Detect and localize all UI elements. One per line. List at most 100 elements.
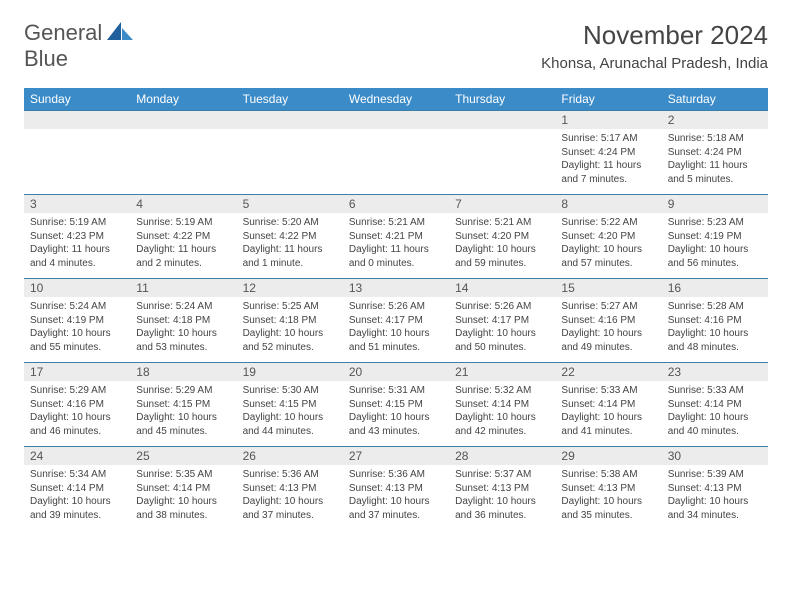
calendar-cell: 10Sunrise: 5:24 AMSunset: 4:19 PMDayligh… bbox=[24, 279, 130, 363]
day-header: Tuesday bbox=[237, 88, 343, 111]
day-number: 19 bbox=[237, 363, 343, 381]
day-number: 15 bbox=[555, 279, 661, 297]
day-data: Sunrise: 5:21 AMSunset: 4:20 PMDaylight:… bbox=[449, 213, 555, 273]
calendar-cell: 13Sunrise: 5:26 AMSunset: 4:17 PMDayligh… bbox=[343, 279, 449, 363]
day-number: 10 bbox=[24, 279, 130, 297]
calendar-cell: 29Sunrise: 5:38 AMSunset: 4:13 PMDayligh… bbox=[555, 447, 661, 531]
day-number: 30 bbox=[662, 447, 768, 465]
day-header: Wednesday bbox=[343, 88, 449, 111]
calendar-row: 17Sunrise: 5:29 AMSunset: 4:16 PMDayligh… bbox=[24, 363, 768, 447]
day-header-row: SundayMondayTuesdayWednesdayThursdayFrid… bbox=[24, 88, 768, 111]
day-number: 6 bbox=[343, 195, 449, 213]
calendar-cell: 12Sunrise: 5:25 AMSunset: 4:18 PMDayligh… bbox=[237, 279, 343, 363]
day-data: Sunrise: 5:36 AMSunset: 4:13 PMDaylight:… bbox=[237, 465, 343, 525]
day-number bbox=[343, 111, 449, 129]
day-number: 8 bbox=[555, 195, 661, 213]
calendar-cell: 25Sunrise: 5:35 AMSunset: 4:14 PMDayligh… bbox=[130, 447, 236, 531]
day-number: 22 bbox=[555, 363, 661, 381]
day-data: Sunrise: 5:25 AMSunset: 4:18 PMDaylight:… bbox=[237, 297, 343, 357]
day-number: 4 bbox=[130, 195, 236, 213]
day-header: Monday bbox=[130, 88, 236, 111]
calendar-cell: 16Sunrise: 5:28 AMSunset: 4:16 PMDayligh… bbox=[662, 279, 768, 363]
day-data: Sunrise: 5:27 AMSunset: 4:16 PMDaylight:… bbox=[555, 297, 661, 357]
calendar-cell: 1Sunrise: 5:17 AMSunset: 4:24 PMDaylight… bbox=[555, 111, 661, 195]
day-number bbox=[130, 111, 236, 129]
day-data: Sunrise: 5:17 AMSunset: 4:24 PMDaylight:… bbox=[555, 129, 661, 189]
day-number: 3 bbox=[24, 195, 130, 213]
calendar-cell: 6Sunrise: 5:21 AMSunset: 4:21 PMDaylight… bbox=[343, 195, 449, 279]
day-header: Saturday bbox=[662, 88, 768, 111]
day-number: 5 bbox=[237, 195, 343, 213]
calendar-cell: 26Sunrise: 5:36 AMSunset: 4:13 PMDayligh… bbox=[237, 447, 343, 531]
day-data: Sunrise: 5:32 AMSunset: 4:14 PMDaylight:… bbox=[449, 381, 555, 441]
day-data: Sunrise: 5:33 AMSunset: 4:14 PMDaylight:… bbox=[662, 381, 768, 441]
day-number: 13 bbox=[343, 279, 449, 297]
location: Khonsa, Arunachal Pradesh, India bbox=[541, 55, 768, 72]
day-number: 26 bbox=[237, 447, 343, 465]
calendar-row: 1Sunrise: 5:17 AMSunset: 4:24 PMDaylight… bbox=[24, 111, 768, 195]
day-data: Sunrise: 5:28 AMSunset: 4:16 PMDaylight:… bbox=[662, 297, 768, 357]
brand-name-a: General bbox=[24, 20, 102, 45]
day-data: Sunrise: 5:22 AMSunset: 4:20 PMDaylight:… bbox=[555, 213, 661, 273]
calendar-row: 3Sunrise: 5:19 AMSunset: 4:23 PMDaylight… bbox=[24, 195, 768, 279]
day-data: Sunrise: 5:35 AMSunset: 4:14 PMDaylight:… bbox=[130, 465, 236, 525]
day-data: Sunrise: 5:26 AMSunset: 4:17 PMDaylight:… bbox=[449, 297, 555, 357]
day-data: Sunrise: 5:34 AMSunset: 4:14 PMDaylight:… bbox=[24, 465, 130, 525]
day-number: 17 bbox=[24, 363, 130, 381]
day-data: Sunrise: 5:36 AMSunset: 4:13 PMDaylight:… bbox=[343, 465, 449, 525]
day-data: Sunrise: 5:24 AMSunset: 4:19 PMDaylight:… bbox=[24, 297, 130, 357]
day-data: Sunrise: 5:33 AMSunset: 4:14 PMDaylight:… bbox=[555, 381, 661, 441]
day-header: Thursday bbox=[449, 88, 555, 111]
calendar-cell: 15Sunrise: 5:27 AMSunset: 4:16 PMDayligh… bbox=[555, 279, 661, 363]
calendar-cell: 4Sunrise: 5:19 AMSunset: 4:22 PMDaylight… bbox=[130, 195, 236, 279]
calendar-row: 24Sunrise: 5:34 AMSunset: 4:14 PMDayligh… bbox=[24, 447, 768, 531]
calendar-cell: 17Sunrise: 5:29 AMSunset: 4:16 PMDayligh… bbox=[24, 363, 130, 447]
calendar-cell: 30Sunrise: 5:39 AMSunset: 4:13 PMDayligh… bbox=[662, 447, 768, 531]
calendar-cell bbox=[130, 111, 236, 195]
day-number: 21 bbox=[449, 363, 555, 381]
brand-name-b: Blue bbox=[24, 46, 68, 71]
day-data: Sunrise: 5:29 AMSunset: 4:16 PMDaylight:… bbox=[24, 381, 130, 441]
day-number: 2 bbox=[662, 111, 768, 129]
day-data: Sunrise: 5:30 AMSunset: 4:15 PMDaylight:… bbox=[237, 381, 343, 441]
calendar-cell: 19Sunrise: 5:30 AMSunset: 4:15 PMDayligh… bbox=[237, 363, 343, 447]
calendar-cell bbox=[237, 111, 343, 195]
day-number: 23 bbox=[662, 363, 768, 381]
day-data: Sunrise: 5:38 AMSunset: 4:13 PMDaylight:… bbox=[555, 465, 661, 525]
day-number bbox=[449, 111, 555, 129]
calendar-cell bbox=[24, 111, 130, 195]
calendar-cell: 21Sunrise: 5:32 AMSunset: 4:14 PMDayligh… bbox=[449, 363, 555, 447]
calendar-cell: 22Sunrise: 5:33 AMSunset: 4:14 PMDayligh… bbox=[555, 363, 661, 447]
sail-icon bbox=[107, 22, 133, 40]
calendar-cell: 8Sunrise: 5:22 AMSunset: 4:20 PMDaylight… bbox=[555, 195, 661, 279]
day-number: 12 bbox=[237, 279, 343, 297]
calendar-cell: 2Sunrise: 5:18 AMSunset: 4:24 PMDaylight… bbox=[662, 111, 768, 195]
calendar-row: 10Sunrise: 5:24 AMSunset: 4:19 PMDayligh… bbox=[24, 279, 768, 363]
calendar-cell: 3Sunrise: 5:19 AMSunset: 4:23 PMDaylight… bbox=[24, 195, 130, 279]
day-number: 11 bbox=[130, 279, 236, 297]
day-header: Friday bbox=[555, 88, 661, 111]
calendar-cell bbox=[343, 111, 449, 195]
day-data: Sunrise: 5:26 AMSunset: 4:17 PMDaylight:… bbox=[343, 297, 449, 357]
calendar-cell: 14Sunrise: 5:26 AMSunset: 4:17 PMDayligh… bbox=[449, 279, 555, 363]
day-number: 25 bbox=[130, 447, 236, 465]
calendar-cell: 28Sunrise: 5:37 AMSunset: 4:13 PMDayligh… bbox=[449, 447, 555, 531]
calendar-cell: 23Sunrise: 5:33 AMSunset: 4:14 PMDayligh… bbox=[662, 363, 768, 447]
calendar-cell: 9Sunrise: 5:23 AMSunset: 4:19 PMDaylight… bbox=[662, 195, 768, 279]
day-number: 7 bbox=[449, 195, 555, 213]
day-header: Sunday bbox=[24, 88, 130, 111]
calendar-cell bbox=[449, 111, 555, 195]
day-data: Sunrise: 5:37 AMSunset: 4:13 PMDaylight:… bbox=[449, 465, 555, 525]
day-number: 28 bbox=[449, 447, 555, 465]
day-data: Sunrise: 5:24 AMSunset: 4:18 PMDaylight:… bbox=[130, 297, 236, 357]
calendar-head: SundayMondayTuesdayWednesdayThursdayFrid… bbox=[24, 88, 768, 111]
calendar-cell: 5Sunrise: 5:20 AMSunset: 4:22 PMDaylight… bbox=[237, 195, 343, 279]
calendar-cell: 18Sunrise: 5:29 AMSunset: 4:15 PMDayligh… bbox=[130, 363, 236, 447]
day-number: 18 bbox=[130, 363, 236, 381]
calendar-cell: 20Sunrise: 5:31 AMSunset: 4:15 PMDayligh… bbox=[343, 363, 449, 447]
month-title: November 2024 bbox=[541, 20, 768, 51]
day-number: 14 bbox=[449, 279, 555, 297]
calendar-cell: 7Sunrise: 5:21 AMSunset: 4:20 PMDaylight… bbox=[449, 195, 555, 279]
calendar-cell: 24Sunrise: 5:34 AMSunset: 4:14 PMDayligh… bbox=[24, 447, 130, 531]
day-data: Sunrise: 5:29 AMSunset: 4:15 PMDaylight:… bbox=[130, 381, 236, 441]
